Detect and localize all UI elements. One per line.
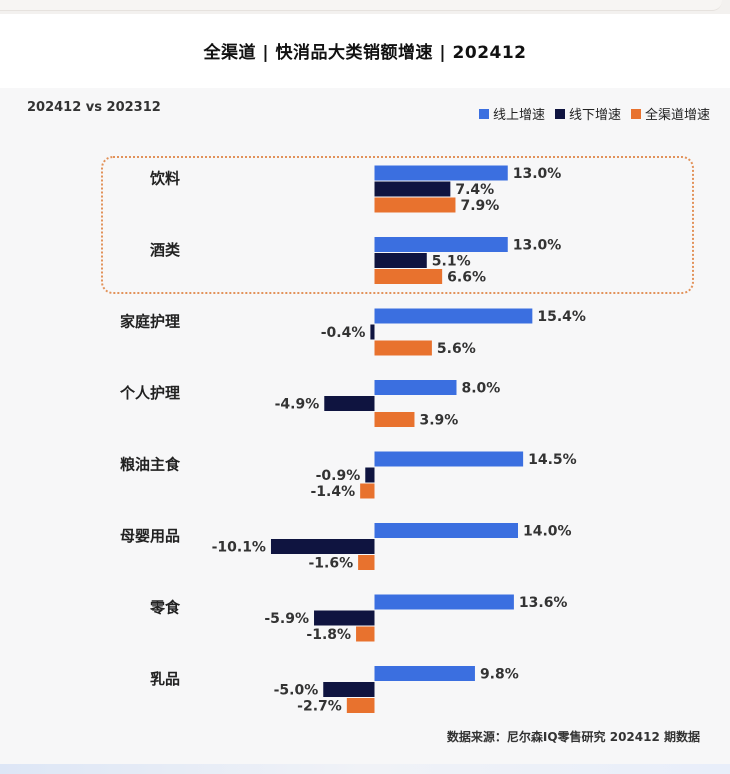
- category-label: 酒类: [150, 241, 181, 259]
- legend-swatch-online: [478, 108, 489, 119]
- data-label-all: 3.9%: [419, 413, 458, 429]
- bar-offline: [324, 396, 375, 411]
- bar-online: [374, 451, 524, 467]
- data-label-offline: -5.0%: [274, 683, 319, 699]
- bar-online: [374, 165, 508, 181]
- bar-online: [374, 523, 518, 538]
- bar-online: [374, 594, 514, 610]
- data-label-online: 9.8%: [480, 667, 519, 683]
- data-label-online: 14.5%: [528, 452, 577, 468]
- data-label-offline: -0.4%: [321, 325, 366, 341]
- data-label-all: -1.8%: [306, 627, 351, 643]
- data-label-offline: -5.9%: [264, 611, 309, 627]
- data-label-all: -1.6%: [308, 556, 353, 572]
- data-source-note: 数据来源：尼尔森IQ零售研究 202412 期数据: [446, 730, 700, 744]
- bar-online: [374, 380, 457, 395]
- bar-offline: [365, 467, 375, 483]
- data-label-offline: -4.9%: [275, 397, 320, 413]
- bar-all: [346, 698, 375, 713]
- legend-swatch-all-channel: [630, 108, 641, 119]
- data-label-online: 15.4%: [537, 309, 586, 325]
- bar-offline: [314, 610, 375, 626]
- data-label-offline: 7.4%: [455, 182, 494, 198]
- chart-panel: [0, 88, 730, 768]
- bar-all: [356, 626, 375, 642]
- category-label: 粮油主食: [120, 456, 181, 474]
- data-label-all: -2.7%: [297, 699, 342, 715]
- highlight-box: [101, 156, 694, 294]
- data-label-all: 5.6%: [437, 341, 476, 357]
- data-label-offline: -0.9%: [316, 468, 361, 484]
- category-label: 母婴用品: [120, 527, 180, 545]
- bar-offline: [374, 253, 427, 268]
- bar-offline: [374, 181, 451, 197]
- bar-online: [374, 237, 508, 252]
- top-bar-inner: [0, 0, 722, 11]
- bar-all: [374, 340, 432, 356]
- legend-item-online: 线上增速: [478, 104, 545, 123]
- data-label-offline: 5.1%: [432, 254, 471, 270]
- bar-offline: [323, 682, 375, 697]
- bar-all: [374, 197, 456, 213]
- data-label-online: 13.0%: [513, 166, 562, 182]
- bar-offline: [270, 539, 375, 554]
- category-label: 家庭护理: [120, 313, 180, 331]
- bar-online: [374, 666, 475, 681]
- legend-label-offline: 线下增速: [568, 108, 621, 123]
- category-label: 乳品: [150, 670, 180, 688]
- data-label-online: 13.0%: [513, 238, 562, 254]
- comparison-label: 202412 vs 202312: [27, 100, 161, 115]
- page-title: 全渠道 | 快消品大类销额增速 | 202412: [203, 43, 527, 63]
- bar-online: [374, 308, 533, 324]
- category-label: 零食: [149, 599, 181, 617]
- legend-label-all-channel: 全渠道增速: [644, 108, 710, 123]
- data-label-all: 6.6%: [447, 270, 486, 286]
- legend-item-offline: 线下增速: [554, 104, 621, 123]
- data-label-online: 13.6%: [519, 595, 568, 611]
- data-label-offline: -10.1%: [212, 540, 266, 556]
- data-label-online: 8.0%: [462, 381, 501, 397]
- top-bar: [0, 0, 730, 14]
- data-label-all: -1.4%: [311, 484, 356, 500]
- chart-legend: 线上增速 线下增速 全渠道增速: [478, 104, 710, 123]
- category-label: 个人护理: [119, 384, 180, 402]
- data-label-all: 7.9%: [460, 198, 499, 214]
- bottom-strip: [0, 764, 730, 774]
- bar-offline: [370, 324, 375, 340]
- bar-all: [358, 555, 375, 570]
- legend-item-all-channel: 全渠道增速: [630, 104, 710, 123]
- data-label-online: 14.0%: [523, 524, 572, 540]
- legend-swatch-offline: [554, 108, 565, 119]
- bar-all: [360, 483, 375, 499]
- category-label: 饮料: [149, 170, 180, 188]
- bar-all: [374, 269, 443, 284]
- bar-all: [374, 412, 415, 427]
- legend-label-online: 线上增速: [492, 108, 545, 123]
